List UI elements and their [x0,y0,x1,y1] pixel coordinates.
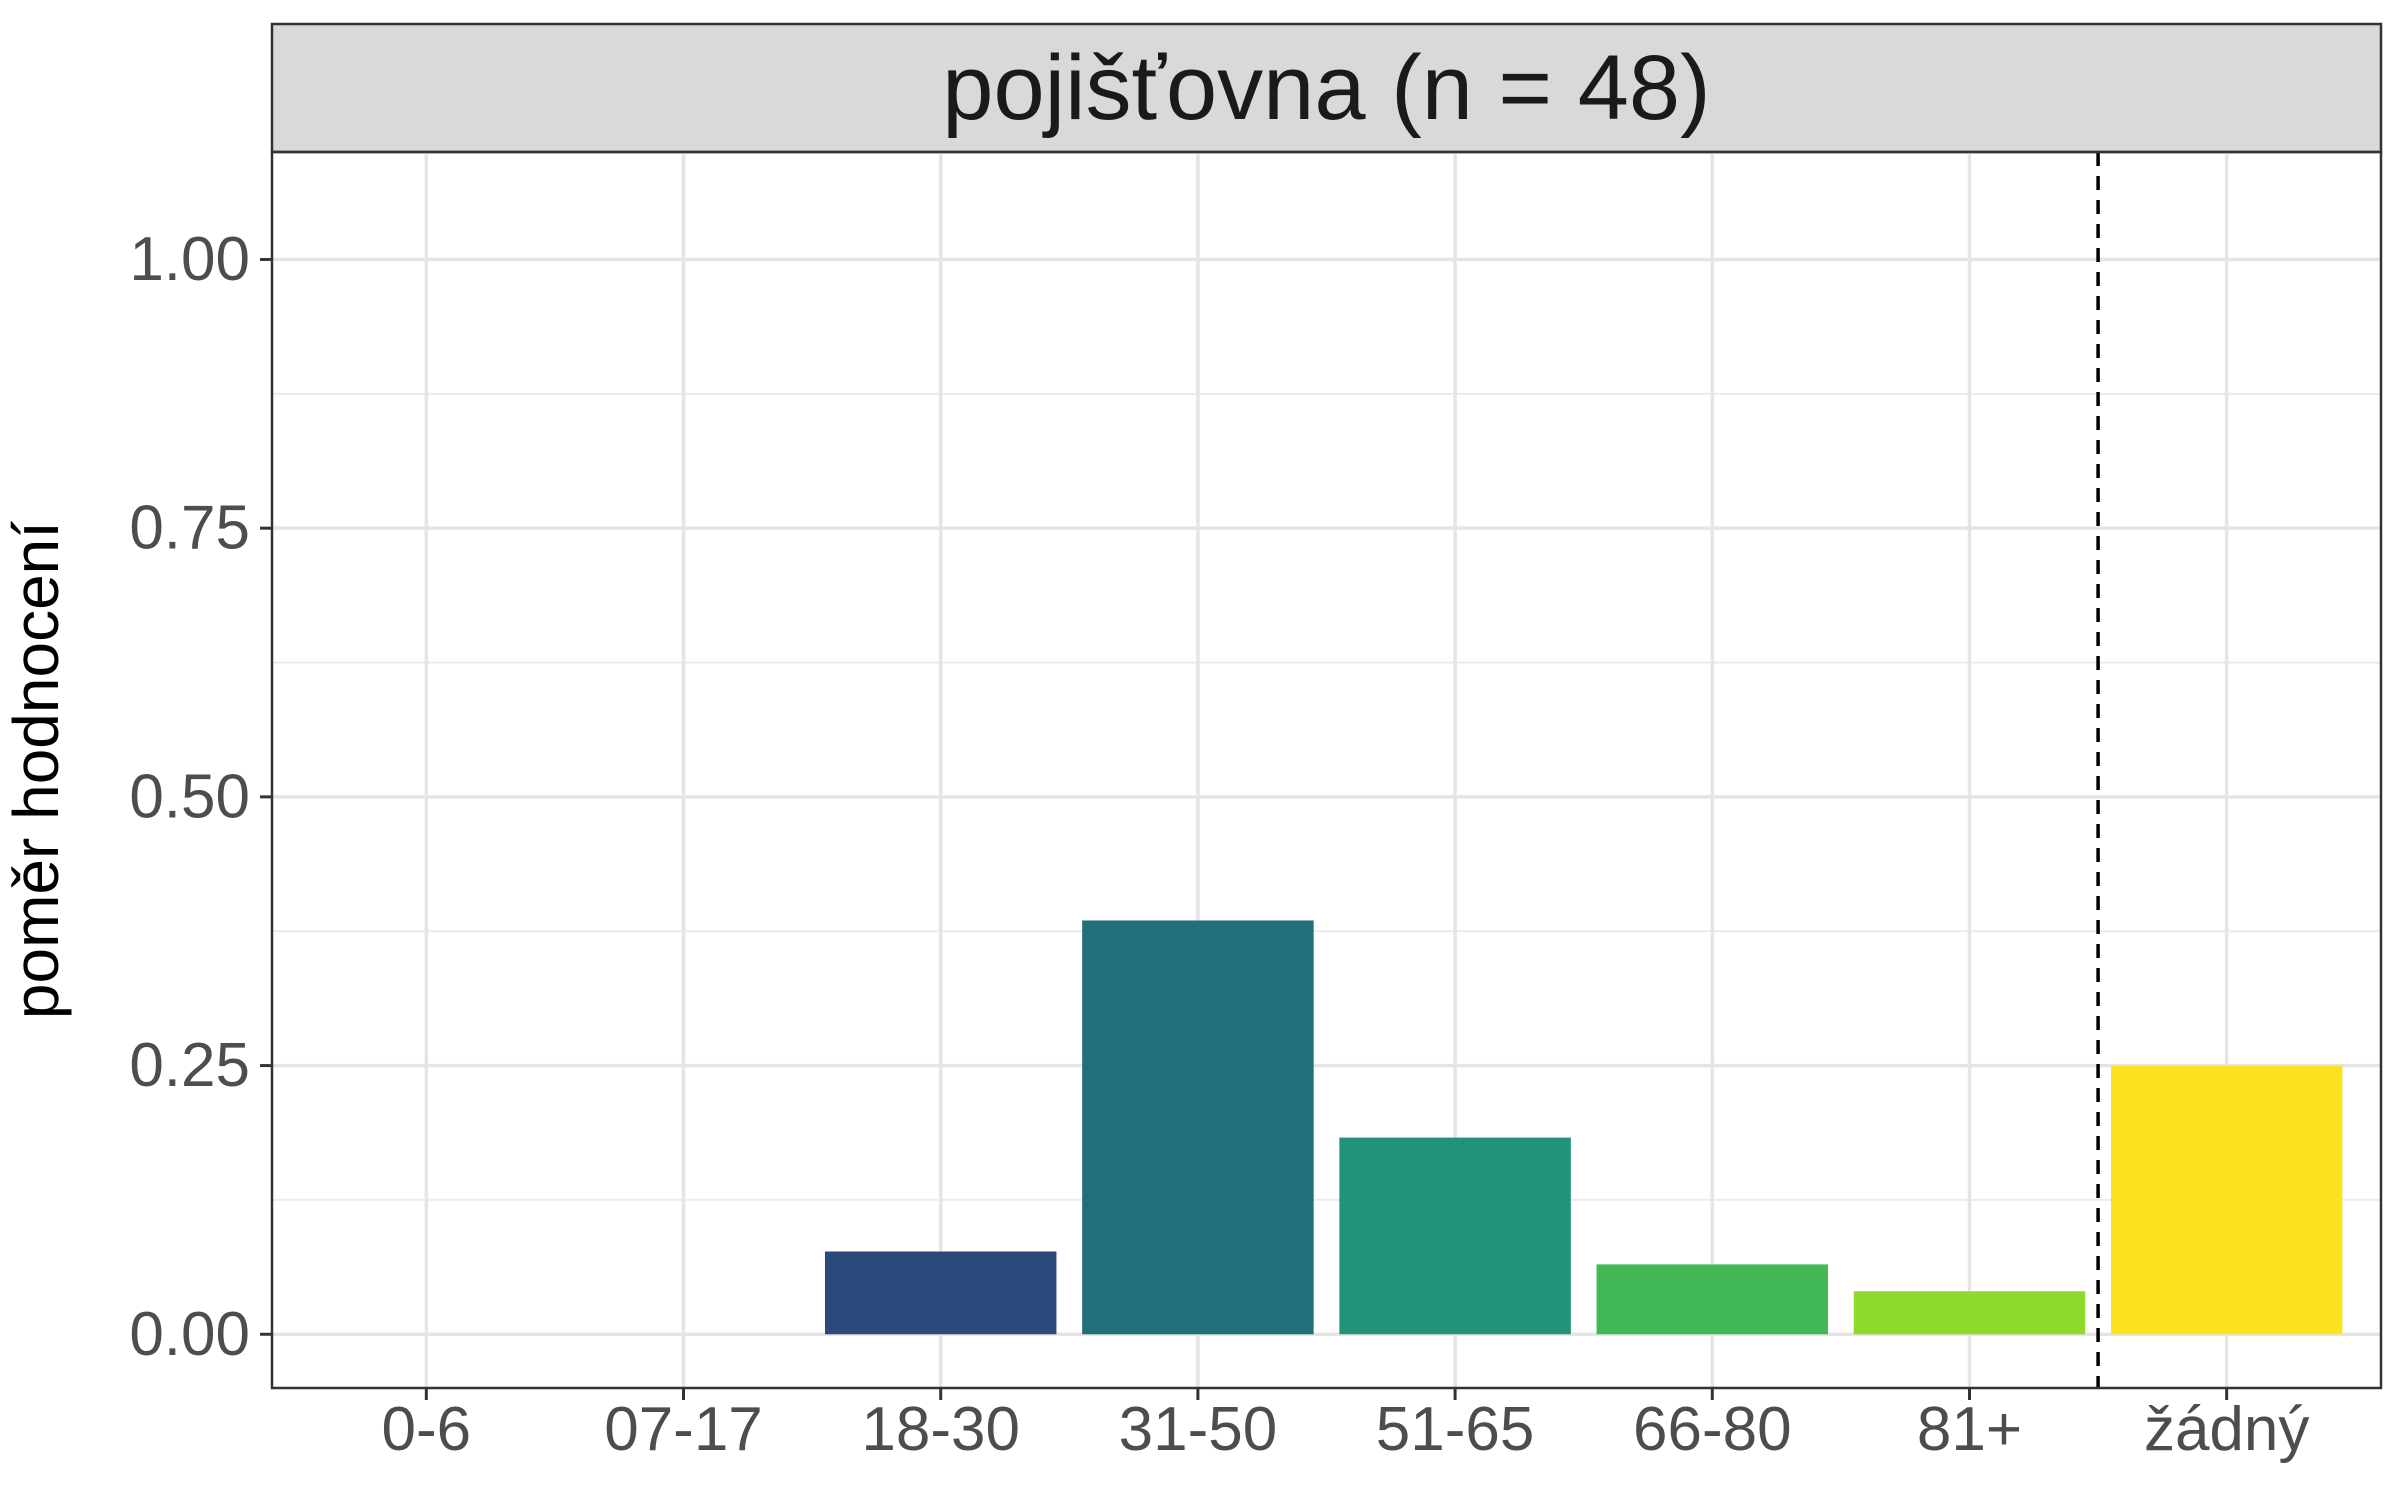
grid-lines [272,152,2381,1388]
facet-title: pojišťovna (n = 48) [942,37,1710,139]
y-tick-label: 1.00 [129,225,250,294]
bar-31-50 [1082,920,1314,1335]
y-tick-label: 0.25 [129,1031,250,1100]
facet-strip [270,22,2383,154]
y-tick-label: 0.75 [129,494,250,563]
bars [824,920,2343,1335]
x-tick-label: 51-65 [1376,1395,1535,1464]
bar-81+ [1853,1291,2086,1335]
x-axis: 0-6 07-17 18-30 31-50 51-65 66-80 81+ žádný [382,1388,2309,1464]
x-tick-label: 18-30 [861,1395,1020,1464]
y-tick-label: 0.50 [129,762,250,831]
panel-border [270,150,2383,1390]
bar-žádný [2110,1065,2343,1335]
bar-18-30 [824,1251,1057,1335]
x-tick-label: žádný [2144,1395,2309,1464]
x-tick-label: 31-50 [1119,1395,1278,1464]
x-tick-label: 81+ [1917,1395,2022,1464]
y-axis: 0.00 0.25 0.50 0.75 1.00 [129,225,272,1369]
y-axis-title: poměr hodnocení [0,521,72,1019]
y-tick-label: 0.00 [129,1300,250,1369]
x-tick-label: 07-17 [604,1395,763,1464]
bar-51-65 [1339,1137,1571,1335]
plot-panel [272,152,2381,1388]
bar-66-80 [1596,1264,1829,1335]
x-tick-label: 0-6 [382,1395,472,1464]
x-tick-label: 66-80 [1633,1395,1792,1464]
